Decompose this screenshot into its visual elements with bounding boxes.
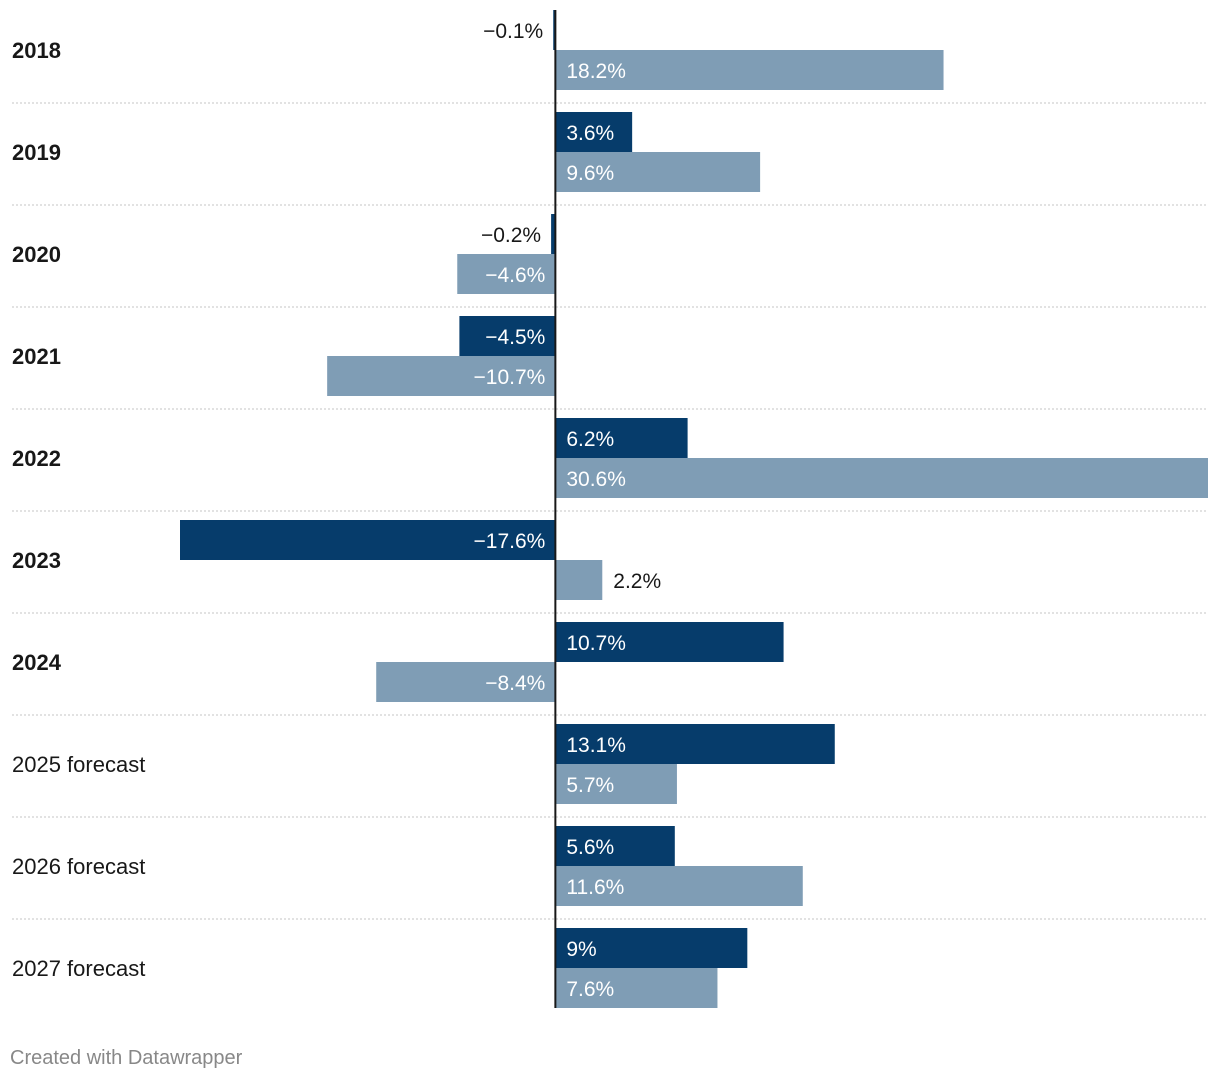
bar-1 bbox=[551, 214, 556, 254]
data-label: 3.6% bbox=[566, 122, 614, 145]
bar-chart: 2018 −0.1% 18.2% 2019 3.6% 9.6% 2020 −0.2% −4.6%… bbox=[12, 10, 1208, 1008]
bar-1 bbox=[555, 622, 784, 662]
bar-2 bbox=[555, 764, 677, 804]
bar-2 bbox=[555, 968, 718, 1008]
data-label: −17.6% bbox=[474, 530, 546, 553]
category-label: 2021 bbox=[12, 344, 61, 369]
data-label: 9% bbox=[566, 938, 596, 961]
data-label: 13.1% bbox=[566, 734, 626, 757]
bar-2 bbox=[555, 152, 761, 192]
category-label: 2027 forecast bbox=[12, 956, 145, 981]
data-label: 7.6% bbox=[566, 978, 614, 1001]
data-label: 6.2% bbox=[566, 428, 614, 451]
data-label: −0.1% bbox=[483, 20, 543, 43]
data-label: 18.2% bbox=[566, 60, 626, 83]
category-label: 2022 bbox=[12, 446, 61, 471]
data-label: −4.5% bbox=[485, 326, 545, 349]
bar-2 bbox=[376, 662, 556, 702]
category-label: 2020 bbox=[12, 242, 61, 267]
bar-1 bbox=[555, 724, 835, 764]
category-label: 2025 forecast bbox=[12, 752, 145, 777]
bar-1 bbox=[555, 928, 748, 968]
category-label: 2024 bbox=[12, 650, 62, 675]
data-label: 10.7% bbox=[566, 632, 626, 655]
bar-2 bbox=[457, 254, 556, 294]
data-label: −10.7% bbox=[474, 366, 546, 389]
bar-1 bbox=[555, 418, 688, 458]
bar-1 bbox=[555, 826, 675, 866]
data-label: 11.6% bbox=[566, 876, 624, 899]
data-label: 30.6% bbox=[566, 468, 626, 491]
data-label: 2.2% bbox=[613, 570, 661, 593]
category-label: 2026 forecast bbox=[12, 854, 145, 879]
data-label: 5.7% bbox=[566, 774, 614, 797]
data-label: 9.6% bbox=[566, 162, 614, 185]
category-label: 2018 bbox=[12, 38, 61, 63]
category-label: 2023 bbox=[12, 548, 61, 573]
bar-1 bbox=[555, 112, 633, 152]
bar-1 bbox=[553, 10, 556, 50]
bar-1 bbox=[459, 316, 556, 356]
bar-1 bbox=[180, 520, 556, 560]
data-label: −4.6% bbox=[485, 264, 545, 287]
bar-2 bbox=[555, 458, 1208, 498]
data-label: −8.4% bbox=[485, 672, 545, 695]
category-label: 2019 bbox=[12, 140, 61, 165]
bar-2 bbox=[555, 866, 803, 906]
credit-text: Created with Datawrapper bbox=[10, 1047, 243, 1069]
bar-2 bbox=[327, 356, 556, 396]
bar-2 bbox=[555, 560, 603, 600]
bar-2 bbox=[555, 50, 944, 90]
data-label: −0.2% bbox=[481, 224, 541, 247]
data-label: 5.6% bbox=[566, 836, 614, 859]
